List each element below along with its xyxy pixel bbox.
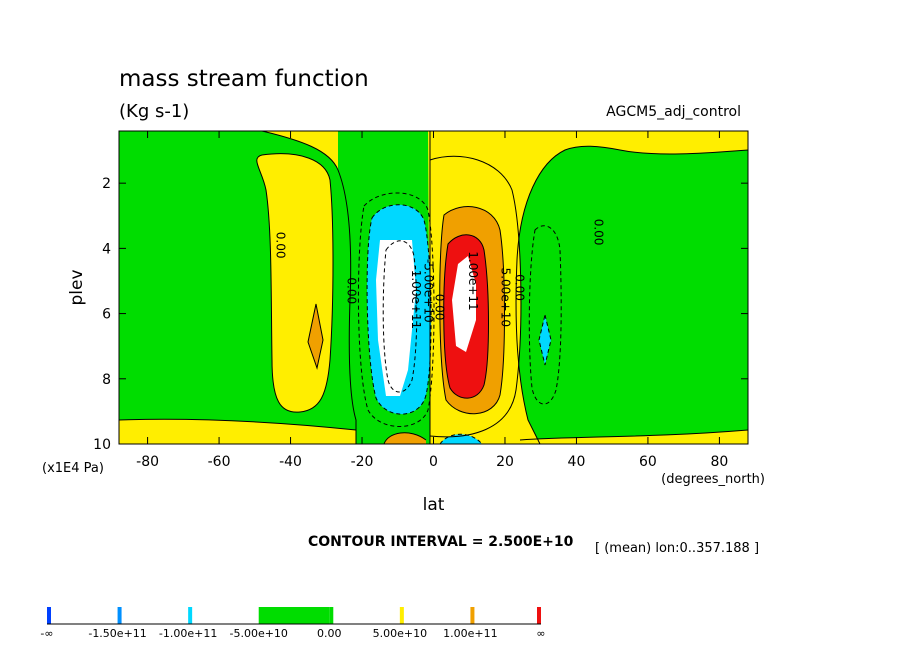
contour-neg-50 xyxy=(366,204,432,415)
contour-pos-50 xyxy=(439,206,505,415)
contour-label: -5.00e+10 xyxy=(422,259,436,323)
x-tick-label: 40 xyxy=(568,454,586,470)
region-note: [ (mean) lon:0..357.188 ] xyxy=(595,541,760,556)
x-tick-label: -40 xyxy=(279,454,302,470)
legend-label: -5.00e+10 xyxy=(229,627,287,640)
x-axis-units: (degrees_north) xyxy=(661,472,765,487)
contour-zero-east xyxy=(515,145,748,444)
x-tick-label: 20 xyxy=(496,454,514,470)
contour-neg-nh xyxy=(528,225,562,405)
y-tick-label: 4 xyxy=(102,241,111,257)
x-tick-label: 60 xyxy=(639,454,657,470)
legend-label: -∞ xyxy=(40,627,53,640)
contour-pos-100 xyxy=(443,234,489,399)
region-white-cell xyxy=(452,256,476,352)
legend-swatch xyxy=(329,607,334,624)
axes: -80 -60 -40 -20 0 20 40 60 80 2 4 6 8 10 lat (degrees_n… xyxy=(42,131,765,515)
legend-label: 1.00e+11 xyxy=(443,627,497,640)
contour-neg-bottom xyxy=(439,433,483,444)
x-axis-label: lat xyxy=(423,495,445,515)
x-tick-label: 80 xyxy=(710,454,728,470)
region-orange-bottom xyxy=(384,432,426,444)
x-tick-label: -20 xyxy=(351,454,374,470)
contour-label: 1.00e+11 xyxy=(466,251,480,310)
contour-pos-outer xyxy=(429,155,522,438)
contour-zero-south xyxy=(119,418,357,431)
contour-lines xyxy=(119,131,748,444)
contour-zero-west xyxy=(261,131,357,444)
region-yellow-bottom xyxy=(119,419,356,444)
contour-label: 0.00 xyxy=(273,232,287,259)
contour-pos-bottom xyxy=(383,432,427,444)
legend-label: 5.00e+10 xyxy=(373,627,427,640)
contour-neg-outer xyxy=(357,192,435,427)
legend-swatch xyxy=(258,607,330,624)
contour-zero-isle xyxy=(256,153,334,413)
contour-pos-sh xyxy=(307,303,324,370)
legend-swatch xyxy=(117,607,122,624)
contour-zero-north xyxy=(519,429,748,441)
chart-title: mass stream function xyxy=(119,66,369,92)
legend-label: -1.50e+11 xyxy=(88,627,146,640)
contour-labels: 0.000.00 -5.00e+10-1.00e+11 0.00 1.00e+11 5.… xyxy=(273,219,605,329)
y-tick-label: 2 xyxy=(102,176,111,192)
contour-label: 0.00 xyxy=(591,219,605,246)
contour-label: 0.00 xyxy=(513,274,527,301)
region-green-east xyxy=(516,146,748,444)
contour-field xyxy=(119,131,748,444)
contour-label: 5.00e+10 xyxy=(498,268,512,327)
legend-label: -1.00e+11 xyxy=(159,627,217,640)
legend-label: ∞ xyxy=(536,627,545,640)
region-white-neg xyxy=(376,240,416,396)
contour-interval: CONTOUR INTERVAL = 2.500E+10 xyxy=(308,534,574,550)
y-axis-label: plev xyxy=(67,269,87,305)
x-tick-label: -80 xyxy=(136,454,159,470)
y-tick-label: 10 xyxy=(93,437,111,453)
contour-label: 0.00 xyxy=(345,277,359,304)
legend-swatch xyxy=(399,607,404,624)
contour-neg-100 xyxy=(382,240,418,393)
y-tick-label: 6 xyxy=(102,307,111,323)
y-tick-label: 8 xyxy=(102,372,111,388)
x-tick-label: -60 xyxy=(208,454,231,470)
legend-swatch xyxy=(188,607,193,624)
legend-swatch xyxy=(47,607,51,624)
legend-label: 0.00 xyxy=(317,627,342,640)
chart-units: (Kg s-1) xyxy=(119,101,190,122)
color-legend: -∞ -1.50e+11 -1.00e+11 -5.00e+10 0.00 5.00e+1… xyxy=(40,607,546,640)
contour-neg-nh-inner xyxy=(538,314,552,366)
dataset-name: AGCM5_adj_control xyxy=(606,104,741,120)
y-axis-units: (x1E4 Pa) xyxy=(42,461,104,476)
legend-swatch-end xyxy=(537,607,541,624)
contour-label: -1.00e+11 xyxy=(409,265,423,329)
contour-label: 0.00 xyxy=(432,294,446,321)
region-yellow-bottom-east xyxy=(520,430,748,444)
legend-swatch xyxy=(470,607,475,624)
x-tick-label: 0 xyxy=(429,454,438,470)
contour-lines-negative xyxy=(357,192,562,444)
